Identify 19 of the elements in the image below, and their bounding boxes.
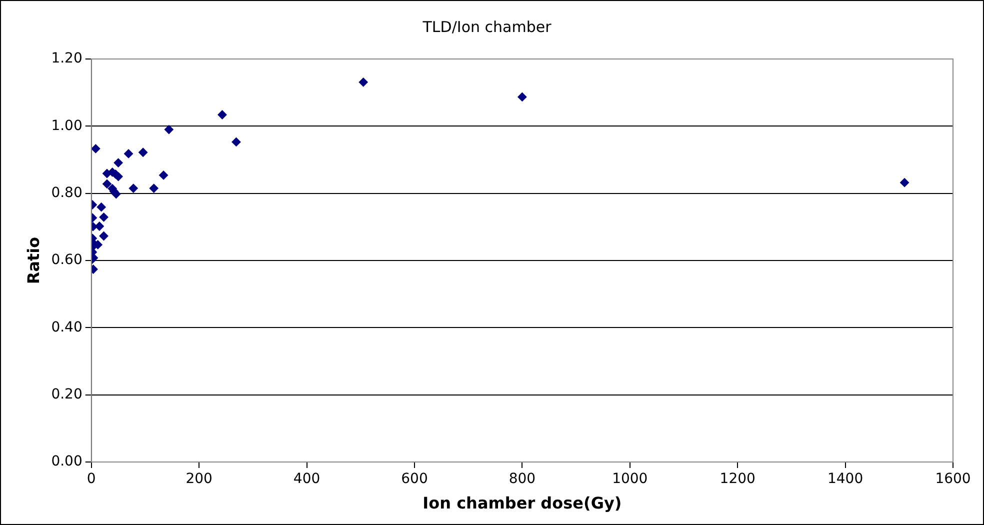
y-tick-label: 1.00 [51, 118, 82, 134]
y-tick-label: 0.20 [51, 386, 82, 402]
y-tick-label: 1.20 [51, 50, 82, 67]
y-axis-title: Ratio [24, 236, 43, 284]
x-tick-label: 1600 [935, 471, 971, 488]
x-tick-label: 1400 [827, 471, 864, 488]
y-tick-label: 0.00 [51, 454, 82, 470]
x-tick-label: 0 [86, 471, 96, 488]
x-tick-label: 200 [186, 471, 212, 488]
x-axis-title: Ion chamber dose(Gy) [422, 494, 622, 513]
x-tick-label: 400 [293, 471, 320, 488]
x-tick-label: 600 [401, 471, 428, 488]
chart-title: TLD/Ion chamber [422, 18, 552, 36]
x-tick-label: 1200 [720, 471, 756, 488]
y-tick-label: 0.40 [51, 319, 82, 336]
y-tick-label: 0.60 [51, 252, 82, 268]
y-tick-label: 0.80 [51, 184, 82, 201]
x-tick-label: 1000 [612, 471, 648, 488]
x-tick-label: 800 [508, 471, 536, 488]
